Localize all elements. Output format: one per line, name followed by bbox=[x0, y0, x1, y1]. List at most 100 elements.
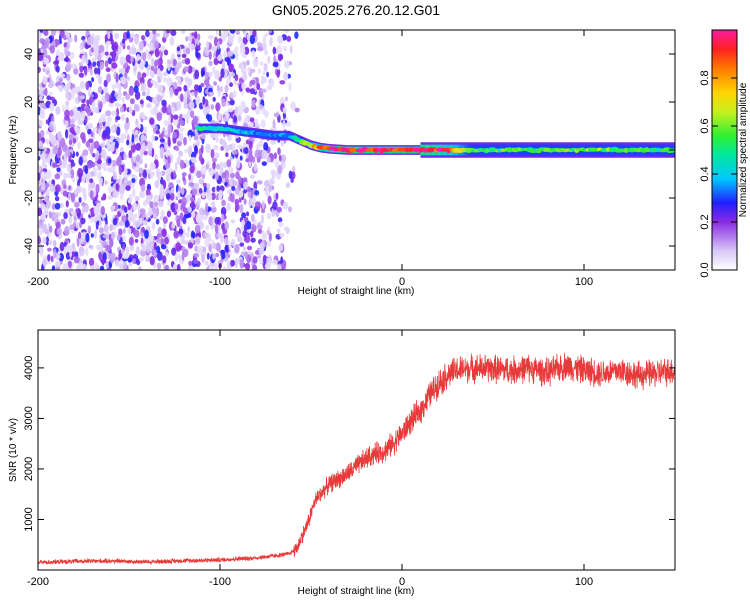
noise-speckle bbox=[140, 243, 146, 248]
noise-speckle bbox=[134, 238, 139, 243]
noise-speckle bbox=[132, 258, 136, 264]
noise-speckle bbox=[215, 135, 219, 143]
noise-speckle bbox=[105, 245, 112, 252]
noise-speckle bbox=[243, 142, 247, 148]
noise-speckle bbox=[181, 251, 185, 262]
noise-speckle bbox=[72, 137, 77, 144]
noise-speckle bbox=[204, 260, 209, 266]
noise-speckle bbox=[284, 30, 289, 34]
noise-speckle bbox=[124, 219, 130, 228]
noise-speckle bbox=[235, 30, 240, 35]
noise-speckle bbox=[242, 71, 247, 82]
noise-speckle bbox=[86, 99, 90, 106]
noise-speckle bbox=[59, 137, 66, 148]
noise-speckle bbox=[182, 207, 188, 214]
noise-speckle bbox=[262, 200, 265, 209]
noise-speckle bbox=[102, 130, 107, 139]
noise-speckle bbox=[107, 57, 112, 65]
noise-speckle bbox=[161, 244, 167, 250]
noise-speckle bbox=[137, 203, 141, 210]
noise-speckle bbox=[159, 138, 165, 143]
noise-speckle bbox=[107, 195, 113, 200]
noise-speckle bbox=[273, 112, 280, 118]
noise-speckle bbox=[78, 156, 84, 166]
noise-speckle bbox=[207, 187, 211, 197]
noise-speckle bbox=[213, 58, 219, 66]
noise-speckle bbox=[78, 197, 82, 203]
noise-speckle bbox=[63, 212, 68, 220]
noise-speckle bbox=[80, 95, 85, 100]
noise-speckle bbox=[262, 254, 267, 265]
noise-speckle bbox=[189, 165, 195, 174]
noise-speckle bbox=[65, 105, 69, 111]
colorbar-tick-label: 0.8 bbox=[699, 70, 711, 85]
noise-speckle bbox=[243, 198, 247, 205]
noise-speckle bbox=[125, 93, 131, 101]
noise-speckle bbox=[170, 153, 174, 163]
noise-speckle bbox=[154, 180, 160, 189]
noise-speckle bbox=[105, 67, 111, 73]
noise-speckle bbox=[181, 53, 187, 58]
noise-speckle bbox=[104, 92, 110, 102]
noise-speckle bbox=[294, 107, 300, 113]
noise-speckle bbox=[185, 47, 191, 55]
noise-speckle bbox=[233, 115, 238, 123]
x-tick-label: -200 bbox=[27, 276, 49, 288]
noise-speckle bbox=[182, 175, 186, 182]
noise-speckle bbox=[52, 162, 58, 168]
noise-speckle bbox=[57, 56, 62, 61]
noise-speckle bbox=[88, 257, 95, 267]
colorbar-gradient bbox=[711, 29, 738, 271]
noise-speckle bbox=[242, 230, 247, 238]
noise-speckle bbox=[78, 262, 85, 270]
noise-speckle bbox=[220, 68, 225, 79]
noise-speckle bbox=[197, 120, 201, 125]
noise-speckle bbox=[221, 98, 226, 107]
noise-speckle bbox=[178, 150, 184, 157]
noise-speckle bbox=[189, 43, 195, 52]
noise-speckle bbox=[183, 240, 189, 245]
noise-speckle bbox=[170, 30, 177, 36]
noise-speckle bbox=[138, 167, 144, 174]
noise-speckle bbox=[180, 119, 185, 127]
noise-speckle bbox=[184, 148, 189, 153]
noise-speckle bbox=[87, 225, 92, 234]
noise-speckle bbox=[147, 53, 152, 60]
noise-speckle bbox=[154, 32, 161, 38]
noise-speckle bbox=[183, 136, 187, 146]
noise-speckle bbox=[174, 88, 179, 96]
snr-y-axis-label: SNR (10 * v/v) bbox=[8, 418, 19, 482]
noise-speckle bbox=[95, 107, 100, 114]
noise-speckle bbox=[224, 57, 230, 62]
noise-speckle bbox=[194, 145, 198, 154]
noise-speckle bbox=[189, 193, 193, 198]
noise-speckle bbox=[283, 71, 289, 81]
snr-x-ticks: -200 -100 0 100 bbox=[27, 330, 593, 588]
noise-speckle bbox=[101, 148, 106, 159]
noise-speckle bbox=[142, 169, 148, 179]
noise-speckle bbox=[290, 177, 294, 183]
noise-speckle bbox=[212, 242, 217, 249]
noise-speckle bbox=[55, 65, 60, 73]
noise-speckle bbox=[109, 224, 113, 232]
noise-speckle bbox=[187, 206, 192, 213]
noise-speckle bbox=[69, 109, 74, 117]
noise-speckle bbox=[153, 241, 157, 251]
noise-speckle bbox=[224, 221, 229, 231]
noise-speckle bbox=[56, 167, 61, 173]
noise-speckle bbox=[248, 191, 252, 199]
noise-speckle bbox=[260, 208, 266, 214]
noise-speckle bbox=[89, 216, 94, 223]
noise-speckle bbox=[208, 51, 212, 60]
noise-speckle bbox=[124, 71, 128, 79]
noise-speckle bbox=[190, 110, 195, 119]
noise-speckle bbox=[142, 91, 146, 96]
noise-speckle bbox=[155, 238, 162, 243]
noise-speckle bbox=[167, 136, 171, 147]
noise-speckle bbox=[79, 246, 85, 257]
noise-speckle bbox=[164, 251, 169, 257]
noise-speckle bbox=[163, 30, 167, 38]
noise-speckle bbox=[264, 32, 269, 38]
noise-speckle bbox=[151, 147, 155, 158]
noise-speckle bbox=[234, 198, 240, 206]
